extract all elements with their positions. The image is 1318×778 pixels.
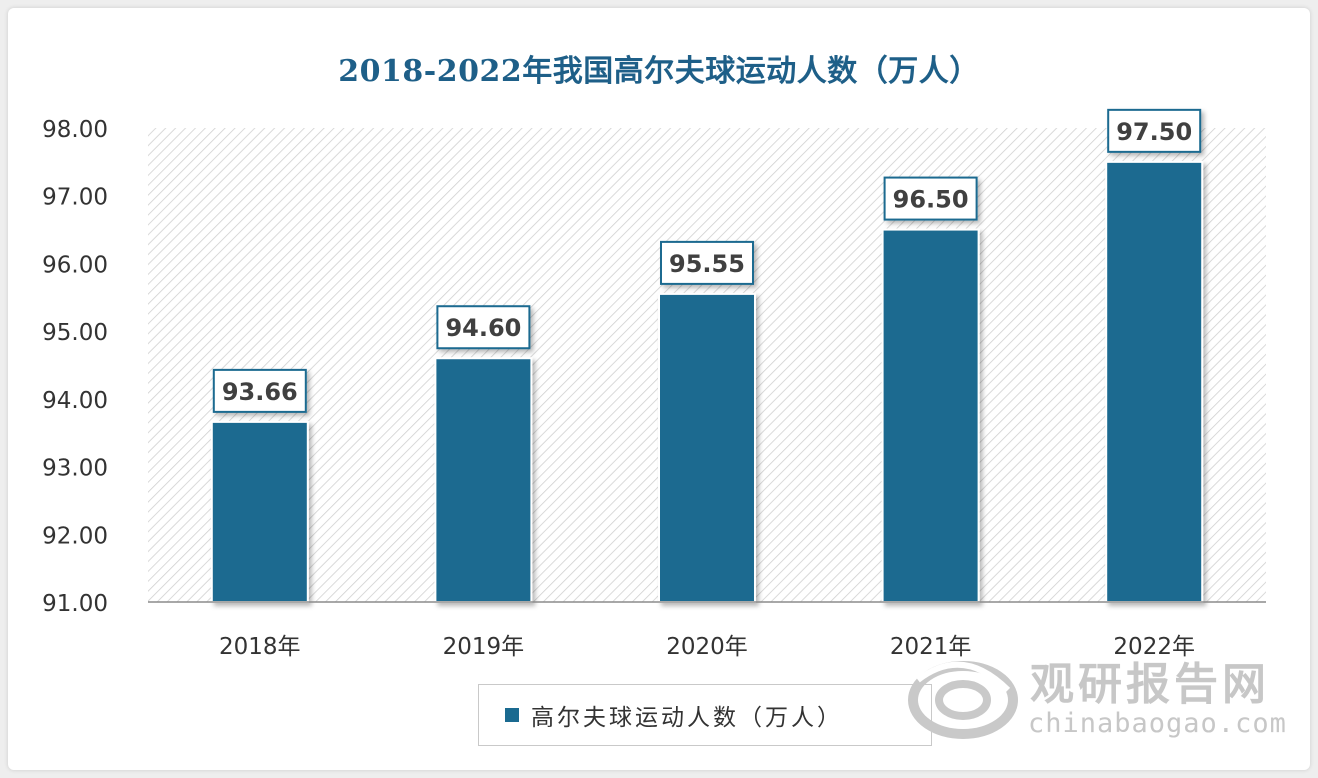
legend-swatch xyxy=(505,708,519,722)
chart-title: 2018-2022年我国高尔夫球运动人数（万人） xyxy=(338,54,980,89)
data-label-box xyxy=(436,305,531,350)
data-label-box xyxy=(212,368,307,413)
y-tick-label: 96.00 xyxy=(42,252,108,278)
y-tick-label: 95.00 xyxy=(42,320,108,346)
data-label: 94.60 xyxy=(445,314,521,342)
x-tick-label: 2021年 xyxy=(890,634,972,660)
x-tick-label: 2019年 xyxy=(443,634,525,660)
y-tick-label: 94.00 xyxy=(42,388,108,414)
legend: 高尔夫球运动人数（万人） xyxy=(478,684,932,746)
x-axis: 2018年 2019年 2020年 2021年 2022年 xyxy=(219,634,1195,660)
chart-card: 2018-2022年我国高尔夫球运动人数（万人） 91.00 92.00 93.00… xyxy=(8,8,1310,770)
data-label: 93.66 xyxy=(222,378,298,406)
data-label: 97.50 xyxy=(1116,118,1192,146)
watermark-logo-icon xyxy=(908,661,1018,739)
y-tick-label: 98.00 xyxy=(42,117,108,143)
bar xyxy=(210,420,309,603)
bar-series xyxy=(210,160,1204,603)
watermark-name: 观研报告网 xyxy=(1030,659,1270,710)
data-label: 95.55 xyxy=(669,250,745,278)
watermark-url: chinabaogao.com xyxy=(1028,708,1287,739)
watermark: 观研报告网 chinabaogao.com xyxy=(908,648,1298,748)
data-label-box xyxy=(1107,108,1202,153)
y-tick-label: 97.00 xyxy=(42,185,108,211)
data-label-box xyxy=(660,240,754,285)
chart-plot: 91.00 92.00 93.00 94.00 95.00 96.00 97.00 98.00… xyxy=(42,108,1266,660)
x-tick-label: 2022年 xyxy=(1113,634,1195,660)
y-tick-label: 92.00 xyxy=(42,523,108,549)
x-tick-label: 2018年 xyxy=(219,634,301,660)
bar xyxy=(658,292,756,603)
x-tick-label: 2020年 xyxy=(666,634,748,660)
y-tick-label: 91.00 xyxy=(42,591,108,617)
bar xyxy=(881,228,980,603)
data-labels: 93.66 94.60 95.55 96.50 97.50 xyxy=(212,108,1202,413)
legend-label: 高尔夫球运动人数（万人） xyxy=(531,705,843,731)
y-tick-label: 93.00 xyxy=(42,456,108,482)
bar xyxy=(1105,160,1204,603)
y-axis: 91.00 92.00 93.00 94.00 95.00 96.00 97.00 98.00 xyxy=(42,117,108,617)
data-label: 96.50 xyxy=(893,186,969,214)
bar xyxy=(434,357,533,603)
data-label-box xyxy=(883,176,978,221)
